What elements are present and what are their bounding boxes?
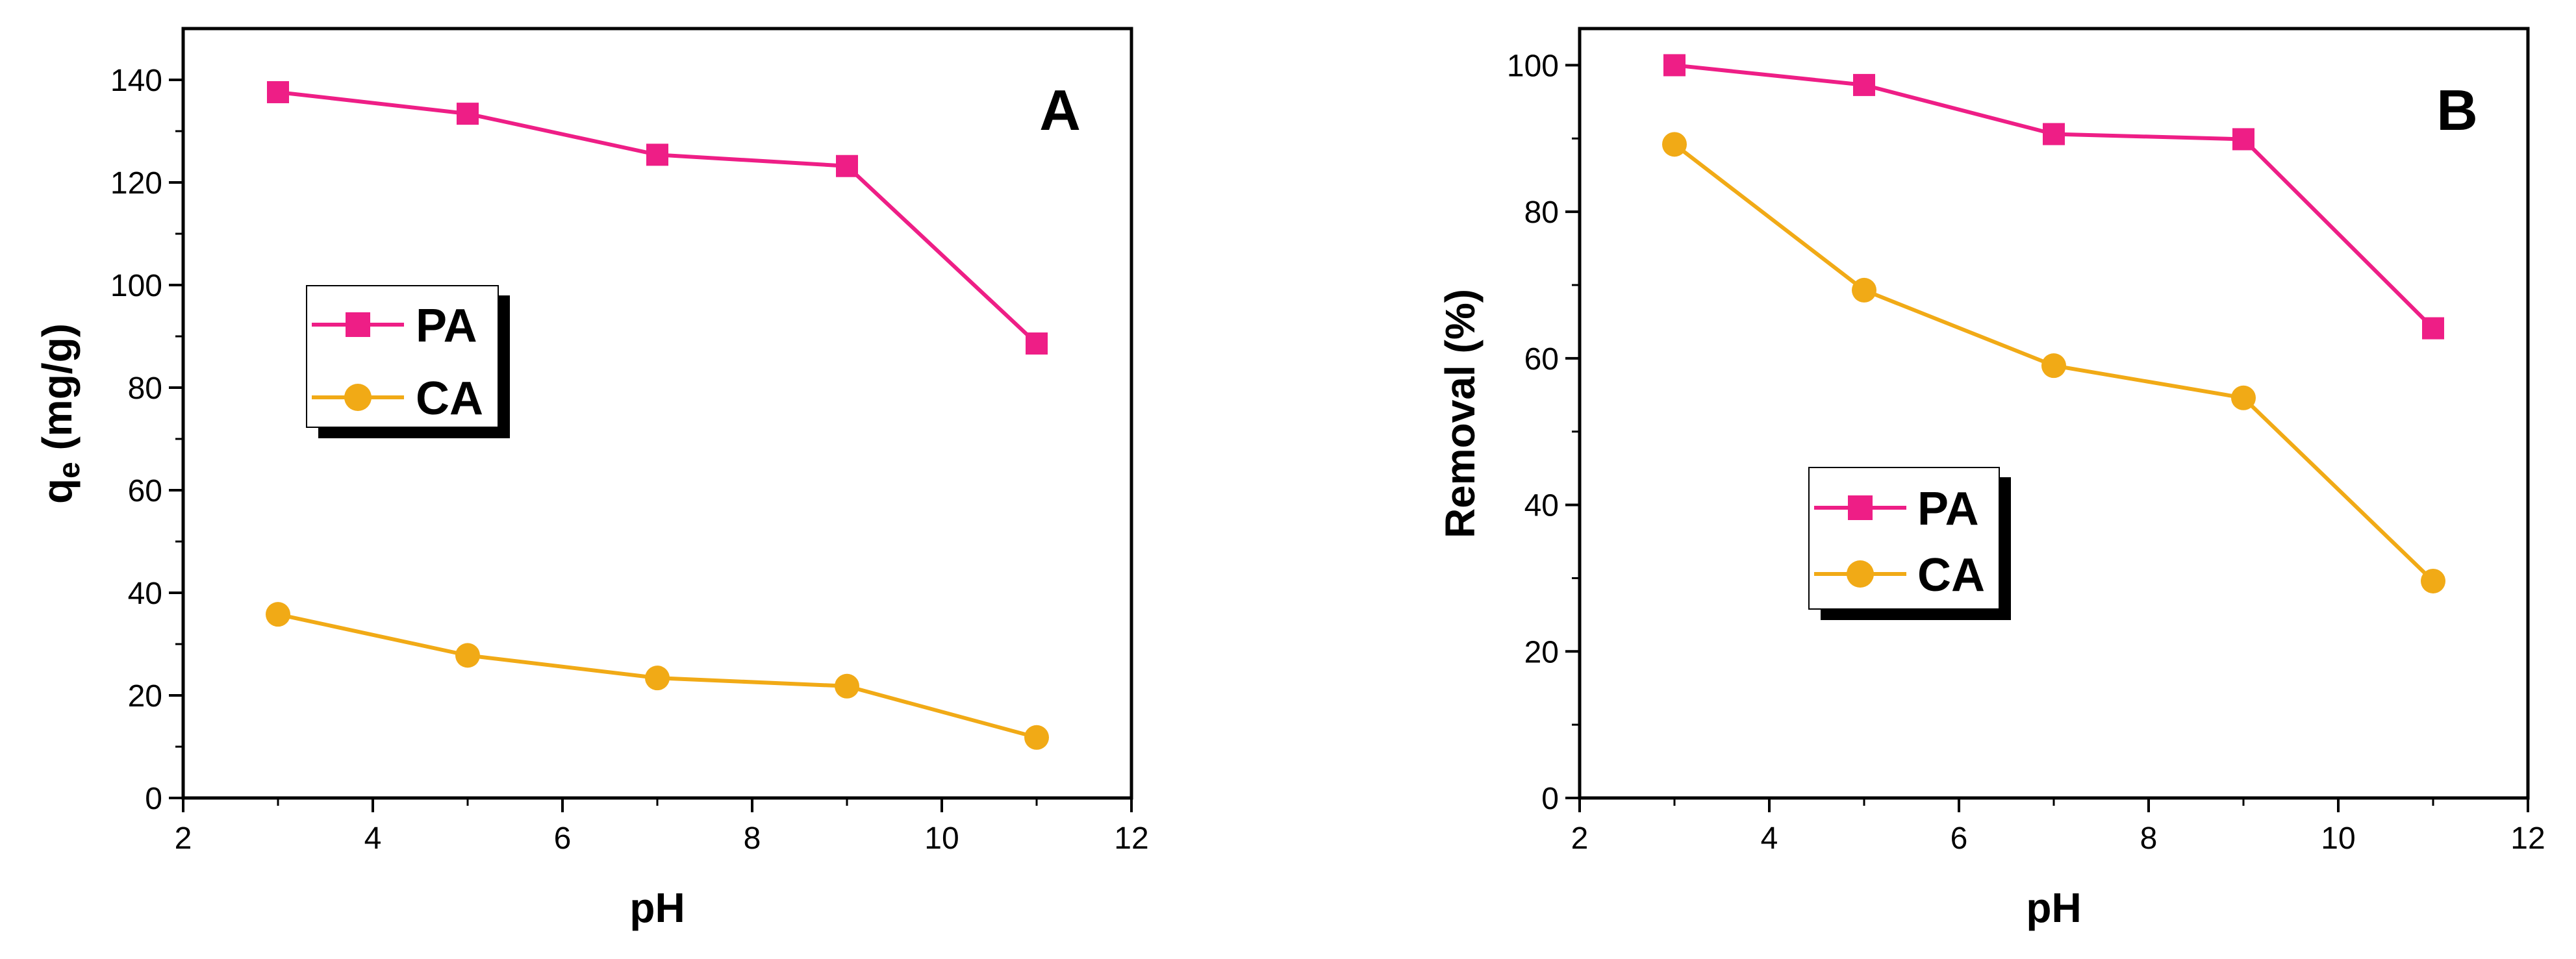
panel-b-y-tick-label: 20 (1524, 635, 1559, 669)
panel-b-point-ca (1662, 132, 1687, 157)
panel-a-point-pa (457, 103, 479, 125)
panel-b-series-line-pa (1674, 63, 2435, 330)
panel-a-label: A (1039, 78, 1081, 142)
panel-b-x-tick-label: 2 (1571, 821, 1589, 856)
panel-a-point-ca (835, 673, 859, 699)
panel-a-point-pa (646, 143, 668, 166)
panel-a-y-tick-label: 40 (128, 577, 162, 611)
panel-a-y-tick-label: 20 (128, 679, 162, 714)
panel-a-y-tick-label: 0 (145, 782, 162, 816)
panel-a-legend: PA CA (306, 285, 510, 438)
panel-b-legend-box (1808, 467, 2000, 610)
panel-a-y-axis-title-rest: (mg/g) (34, 323, 81, 462)
panel-b-point-ca (2421, 568, 2445, 593)
panel-b-point-ca (1852, 277, 1876, 303)
panel-a-y-tick-label: 60 (128, 474, 162, 508)
panel-a-y-tick-label: 100 (110, 269, 162, 303)
panel-a-point-ca (1024, 725, 1049, 750)
panel-a-y-axis-title-main: q (34, 479, 81, 504)
panel-a-legend-label-ca: CA (416, 373, 483, 425)
panel-b-legend-label-ca: CA (1917, 549, 1985, 601)
panel-b-legend-marker-ca (1847, 560, 1874, 588)
panel-a-x-tick-label: 12 (1114, 821, 1148, 856)
panel-b-y-tick-label: 0 (1541, 782, 1559, 816)
panel-b-point-pa (1853, 73, 1875, 96)
panel-b-point-pa (2043, 123, 2065, 145)
panel-b-point-pa (2232, 128, 2254, 151)
panel-a-x-axis-title: pH (629, 884, 685, 931)
panel-b-x-tick-label: 8 (2140, 821, 2158, 856)
panel-a-x-tick-label: 10 (924, 821, 959, 856)
panel-a-legend-label-pa: PA (416, 300, 477, 352)
panel-a-y-axis-title-subscript: e (52, 462, 86, 479)
panel-a-legend-marker-pa (346, 312, 370, 337)
panel-b-legend: PA CA (1808, 467, 2011, 620)
panel-b-legend-label-pa: PA (1917, 483, 1979, 535)
panel-a-legend-box (306, 285, 499, 428)
panel-b-x-tick-label: 12 (2510, 821, 2545, 856)
panel-a-y-tick-label: 140 (110, 64, 162, 98)
panel-b-series (1662, 54, 2445, 593)
panel-b-label: B (2436, 78, 2478, 142)
panel-a-point-pa (267, 81, 289, 103)
panel-b-x-tick-label: 10 (2321, 821, 2355, 856)
panel-b-point-ca (2231, 385, 2256, 410)
panel-b-y-tick-label: 40 (1524, 489, 1559, 523)
panel-b-y-tick-label: 80 (1524, 195, 1559, 230)
panel-a-x-tick-label: 6 (554, 821, 572, 856)
panel-a-point-pa (836, 155, 858, 177)
panel-b-y-tick-label: 100 (1507, 49, 1559, 83)
panel-b: 2 4 6 8 10 12 0 20 40 60 80 100 B pH Removal (%) PA… (1437, 27, 2545, 931)
panel-a-point-ca (645, 666, 670, 691)
panel-b-x-axis-title: pH (2026, 884, 2081, 931)
panel-a-series (266, 81, 1049, 750)
panel-a-x-tick-label: 4 (364, 821, 382, 856)
panel-a-point-ca (455, 643, 480, 668)
panel-a-point-ca (266, 602, 290, 627)
panel-b-plot-frame (1578, 27, 2530, 800)
panel-a-x-tick-label: 8 (744, 821, 761, 856)
panel-b-x-tick-label: 4 (1761, 821, 1778, 856)
panel-b-point-pa (1663, 54, 1686, 77)
panel-b-y-axis-title: Removal (%) (1437, 289, 1484, 538)
panel-a-point-pa (1026, 332, 1048, 355)
panel-a-y-tick-label: 120 (110, 166, 162, 201)
panel-a-legend-marker-ca (344, 384, 372, 411)
panel-b-point-ca (2041, 353, 2066, 379)
panel-b-ticks: 2 4 6 8 10 12 0 20 40 60 80 100 (1507, 49, 2545, 856)
panel-b-legend-marker-pa (1848, 495, 1873, 520)
panel-a-plot-frame (181, 27, 1133, 800)
panel-b-x-tick-label: 6 (1951, 821, 1968, 856)
panel-a-y-tick-label: 80 (128, 371, 162, 406)
panel-b-y-tick-label: 60 (1524, 342, 1559, 377)
panel-a-x-tick-label: 2 (175, 821, 192, 856)
panel-a-y-axis-title: qe (mg/g) (34, 323, 86, 504)
panel-b-point-pa (2422, 317, 2444, 340)
